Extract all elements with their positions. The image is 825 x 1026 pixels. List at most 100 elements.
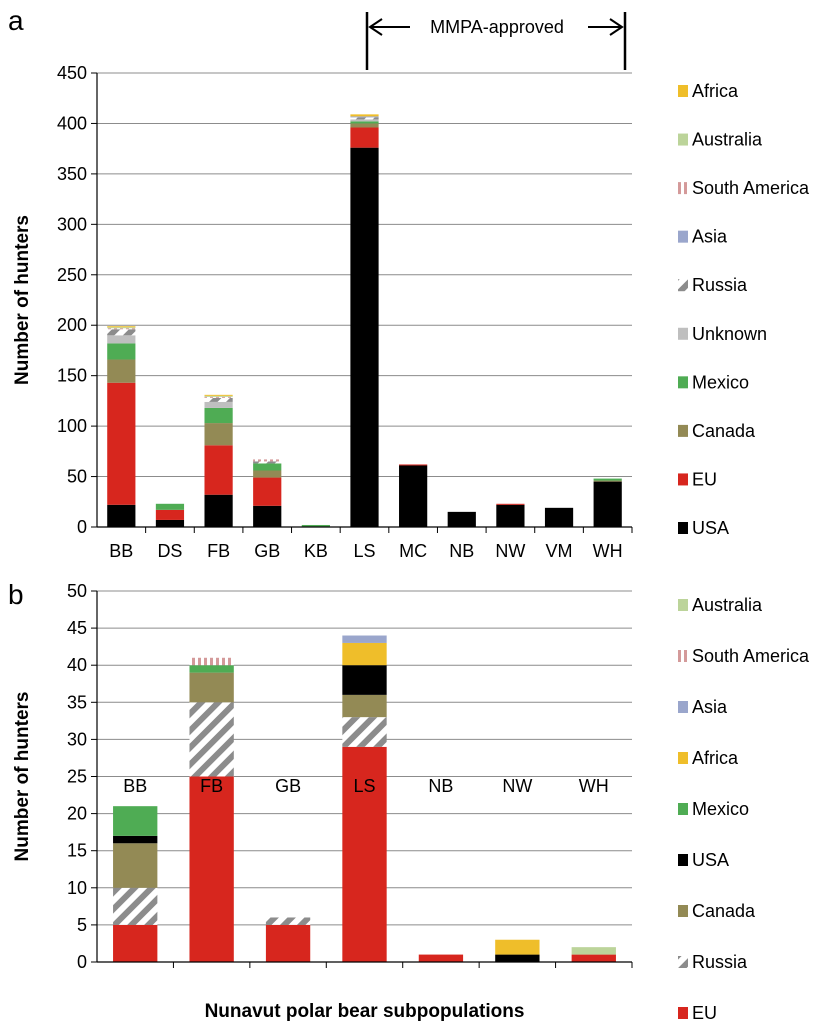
panel-a-bar-bb-canada xyxy=(107,359,136,383)
panel-a-bar-nb-usa xyxy=(447,511,476,527)
panel-b-y-tick-label: 0 xyxy=(77,952,87,972)
panel-a-legend-swatch-australia xyxy=(678,133,688,146)
panel-b-bar-nb-eu xyxy=(418,954,464,962)
panel-b-bar-ls-canada xyxy=(342,694,387,718)
panel-b-bar-fb-eu xyxy=(189,776,234,962)
panel-a-legend-swatch-usa xyxy=(678,522,688,534)
panel-a-x-tick-label-ds: DS xyxy=(157,541,182,561)
panel-b-x-tick-label-nw: NW xyxy=(502,776,532,796)
panel-a-x-tick-label-gb: GB xyxy=(254,541,280,561)
panel-b-legend-swatch-australia xyxy=(678,599,688,611)
panel-b-legend-swatch-canada xyxy=(678,905,688,917)
panel-a-y-tick-label: 300 xyxy=(57,214,87,234)
panel-a-x-tick-label-kb: KB xyxy=(304,541,328,561)
panel-a-y-tick-label: 50 xyxy=(67,467,87,487)
panel-b-x-tick-label-nb: NB xyxy=(428,776,453,796)
panel-a-bar-wh-usa xyxy=(593,481,622,527)
panel-a-legend-label-russia: Russia xyxy=(692,275,748,295)
panel-a-bar-bb-mexico xyxy=(107,343,136,360)
panel-b-y-tick-label: 20 xyxy=(67,804,87,824)
panel-a-bar-gb-russia xyxy=(253,461,282,464)
panel-a-legend-swatch-unknown xyxy=(678,327,688,340)
panel-b-legend-label-australia: Australia xyxy=(692,595,763,615)
panel-b-y-tick-label: 30 xyxy=(67,729,87,749)
panel-b-x-tick-label-gb: GB xyxy=(275,776,301,796)
panel-a-bar-bb-unknown xyxy=(107,335,136,344)
panel-a-y-tick-label: 200 xyxy=(57,315,87,335)
panel-a-x-tick-label-wh: WH xyxy=(593,541,623,561)
panel-a-letter: a xyxy=(8,5,24,36)
panel-a-bar-bb-africa xyxy=(107,326,136,328)
mmpa-label: MMPA-approved xyxy=(430,17,564,37)
panel-a-bar-ls-unknown xyxy=(350,119,379,122)
panel-b-bar-fb-mexico xyxy=(189,665,234,673)
panel-b-bar-fb-russia xyxy=(189,702,234,777)
panel-a-y-tick-label: 350 xyxy=(57,164,87,184)
panel-b-letter: b xyxy=(8,579,24,610)
panel-b-x-tick-label-ls: LS xyxy=(353,776,375,796)
panel-a-y-axis-title: Number of hunters xyxy=(12,215,33,385)
panel-b-bar-gb-eu xyxy=(265,924,311,962)
panel-a-bar-mc-usa xyxy=(399,465,428,527)
panel-b-bar-nw-africa xyxy=(495,939,540,955)
panel-a-bar-fb-russia xyxy=(204,397,233,402)
panel-a-bar-fb-unknown xyxy=(204,401,233,408)
panel-a-bar-ds-usa xyxy=(155,519,185,527)
panel-b-legend-label-usa: USA xyxy=(692,850,729,870)
panel-a-bar-vm-usa xyxy=(544,507,574,527)
panel-b-bar-ls-eu xyxy=(342,746,387,962)
panel-b-legend-swatch-eu xyxy=(678,1007,688,1019)
panel-b-x-tick-label-fb: FB xyxy=(200,776,223,796)
panel-a-bar-fb-australia xyxy=(204,395,233,397)
panel-b-bar-ls-usa xyxy=(342,665,387,695)
panel-a-bar-wh-mexico xyxy=(593,478,622,481)
panel-a-legend-swatch-russia xyxy=(678,279,688,292)
panel-a-bar-fb-mexico xyxy=(204,407,233,424)
panel-b-legend-label-africa: Africa xyxy=(692,748,739,768)
panel-b-chart: 0 5 10 15 20 25 30 35 40 45 50 BB FB GB LS NB NW WH Number… xyxy=(12,581,810,1023)
panel-b-y-tick-label: 45 xyxy=(67,618,87,638)
panel-a-x-tick-label-nw: NW xyxy=(495,541,525,561)
panel-b-bar-gb-russia xyxy=(265,917,311,925)
panel-a-legend-swatch-south-america xyxy=(678,182,688,195)
panel-b-y-tick-label: 5 xyxy=(77,915,87,935)
panel-a-legend-label-asia: Asia xyxy=(692,227,728,247)
panel-a-bar-nw-usa xyxy=(496,504,525,527)
panel-b-legend-label-russia: Russia xyxy=(692,952,748,972)
panel-a-legend-swatch-canada xyxy=(678,424,688,437)
panel-a-bar-wh-canada xyxy=(593,480,622,482)
panel-a-y-tick-label: 450 xyxy=(57,63,87,83)
panel-b-x-tick-label-bb: BB xyxy=(123,776,147,796)
panel-b-bar-fb-south-america xyxy=(189,657,234,666)
panel-a-bar-ls-asia xyxy=(350,116,379,118)
panel-a-x-tick-label-ls: LS xyxy=(353,541,375,561)
panel-b-legend-label-south-america: South America xyxy=(692,646,810,666)
panel-b-legend-label-canada: Canada xyxy=(692,901,756,921)
panel-b-bar-ls-africa xyxy=(342,642,387,666)
panel-b-legend-swatch-usa xyxy=(678,854,688,866)
panel-a-bar-ls-usa xyxy=(350,147,379,527)
panel-b-bar-bb-mexico xyxy=(113,806,158,836)
panel-b-bar-ls-russia xyxy=(342,717,387,747)
panel-b-bar-ls-asia xyxy=(342,635,387,643)
panel-a-bar-fb-eu xyxy=(204,445,233,495)
panel-b-bar-wh-eu xyxy=(571,954,616,962)
panel-b-bar-bb-russia xyxy=(113,887,158,925)
panel-a-bar-ls-mexico xyxy=(350,121,379,124)
mmpa-right-arrow-head xyxy=(609,18,624,36)
panel-b-y-tick-label: 15 xyxy=(67,841,87,861)
panel-b-legend-swatch-south-america xyxy=(678,650,688,662)
panel-b-x-axis-title: Nunavut polar bear subpopulations xyxy=(205,1001,525,1022)
mmpa-left-arrow-head xyxy=(368,18,383,36)
panel-a-bar-ls-russia xyxy=(350,117,379,120)
panel-a-y-tick-label: 150 xyxy=(57,366,87,386)
panel-a-bar-ls-canada xyxy=(350,123,379,128)
panel-a-bar-ls-africa xyxy=(350,114,379,117)
panel-b-legend-label-mexico: Mexico xyxy=(692,799,749,819)
panel-a-x-tick-label-nb: NB xyxy=(449,541,474,561)
panel-b-legend-swatch-asia xyxy=(678,701,688,713)
panel-a-bar-mc-eu xyxy=(399,464,428,466)
panel-b-bar-wh-australia xyxy=(571,947,616,955)
panel-a-legend-label-australia: Australia xyxy=(692,130,763,150)
